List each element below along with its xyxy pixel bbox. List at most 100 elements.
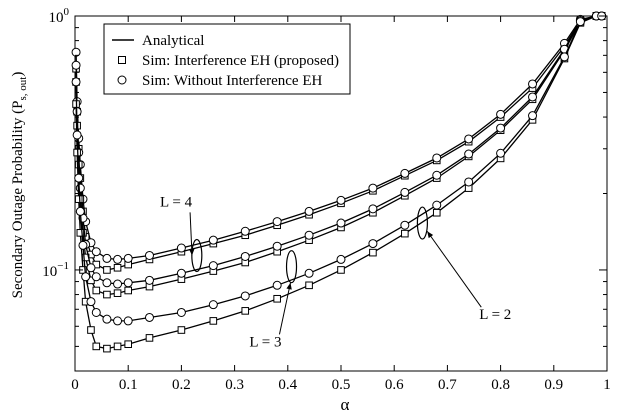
data-point-circle (91, 247, 101, 257)
data-point-circle (336, 218, 346, 228)
data-point-square (432, 208, 441, 217)
y-tick-label: 10−1 (42, 260, 69, 280)
group-label: L = 4 (160, 194, 193, 210)
data-point-circle (113, 316, 123, 326)
data-point-circle (400, 187, 410, 197)
x-tick-label: 1 (603, 377, 611, 393)
series-line-proposed (75, 15, 602, 350)
data-point-circle (144, 275, 154, 285)
data-point-circle (81, 272, 91, 282)
data-point-square (87, 326, 95, 334)
data-point-square (103, 344, 111, 353)
annotations: L = 4 L = 3 L = 2 (160, 194, 511, 350)
group-ellipse (285, 250, 298, 284)
y-axis-label-main: Secondary Outage Probability (P (10, 100, 26, 298)
data-point-circle (123, 316, 133, 326)
legend-label: Sim: Interference EH (proposed) (142, 53, 339, 69)
data-point-circle (176, 307, 186, 317)
data-point-square (369, 248, 377, 257)
data-point-circle (102, 278, 112, 288)
data-point-circle (75, 206, 85, 216)
x-tick-label: 0.6 (385, 377, 404, 393)
data-point-circle (400, 220, 410, 230)
data-point-square (305, 281, 313, 290)
series-layer (71, 11, 607, 353)
data-point-circle (144, 250, 154, 260)
legend-label: Analytical (142, 33, 204, 49)
axis-ticks: 0 0.1 0.2 0.3 0.4 0.5 0.6 0.7 0.8 0.9 1 10−1 100 (42, 6, 610, 393)
data-point-circle (71, 47, 81, 57)
data-point-square (401, 229, 409, 238)
data-point-circle (464, 149, 474, 159)
legend-label: Sim: Without Interference EH (142, 73, 322, 89)
y-axis-label-subscript: s, out (17, 77, 29, 101)
data-point-circle (102, 253, 112, 263)
data-point-circle (240, 226, 250, 236)
data-point-circle (240, 291, 250, 301)
data-point-circle (272, 217, 282, 227)
data-point-circle (91, 307, 101, 317)
data-point-circle (559, 52, 569, 62)
data-point-circle (304, 230, 314, 240)
data-point-circle (368, 239, 378, 249)
data-point-circle (113, 254, 123, 264)
group-label: L = 3 (249, 334, 281, 350)
data-point-square (103, 266, 111, 274)
data-point-square (113, 263, 122, 272)
data-point-circle (272, 280, 282, 290)
data-point-circle (208, 300, 218, 310)
data-point-circle (368, 204, 378, 214)
annotation-arrow (426, 230, 482, 308)
data-point-circle (123, 253, 133, 263)
data-point-circle (528, 79, 538, 89)
x-tick-label: 0.7 (438, 377, 457, 393)
data-point-circle (78, 240, 88, 250)
data-point-square (177, 326, 186, 334)
data-point-square (124, 340, 133, 349)
data-point-circle (432, 200, 442, 210)
data-point-circle (72, 130, 82, 140)
data-point-circle (528, 92, 538, 102)
data-point-circle (208, 235, 218, 245)
data-point-circle (123, 278, 133, 288)
legend: Analytical Sim: Interference EH (proposed… (103, 23, 351, 95)
data-point-circle (336, 195, 346, 205)
data-point-square (124, 286, 133, 295)
data-point-square (145, 334, 154, 342)
legend-circle-icon (117, 75, 127, 85)
data-point-circle (113, 279, 123, 289)
data-point-circle (71, 60, 81, 70)
annotation-arrowhead (189, 248, 195, 256)
group-label: L = 2 (479, 307, 511, 323)
x-tick-label: 0.9 (544, 377, 563, 393)
data-point-circle (528, 111, 538, 121)
data-point-circle (208, 261, 218, 271)
data-point-circle (102, 314, 112, 324)
x-axis-label: α (341, 395, 350, 414)
y-axis-label: Secondary Outage Probability (Ps, out) (10, 72, 29, 299)
group-ellipse (416, 206, 428, 240)
data-point-square (337, 266, 345, 274)
data-point-square (241, 307, 250, 315)
data-point-square (113, 289, 122, 297)
data-point-circle (496, 148, 506, 158)
data-point-circle (496, 109, 506, 119)
data-point-circle (272, 241, 282, 251)
data-point-circle (91, 272, 101, 282)
x-tick-label: 0.2 (172, 377, 191, 393)
data-point-circle (400, 168, 410, 178)
data-point-circle (304, 268, 314, 278)
data-point-square (273, 294, 281, 303)
annotation-arrow (189, 212, 193, 256)
annotation-arrowhead (427, 231, 434, 239)
series-line-without (75, 15, 602, 285)
data-point-square (103, 290, 111, 299)
data-point-square (113, 342, 122, 351)
data-point-square (92, 286, 101, 295)
y-axis-label-close: ) (10, 72, 26, 77)
annotation-arrow (278, 282, 291, 335)
x-tick-label: 0.4 (278, 377, 297, 393)
data-point-circle (86, 263, 96, 273)
data-point-circle (240, 251, 250, 261)
